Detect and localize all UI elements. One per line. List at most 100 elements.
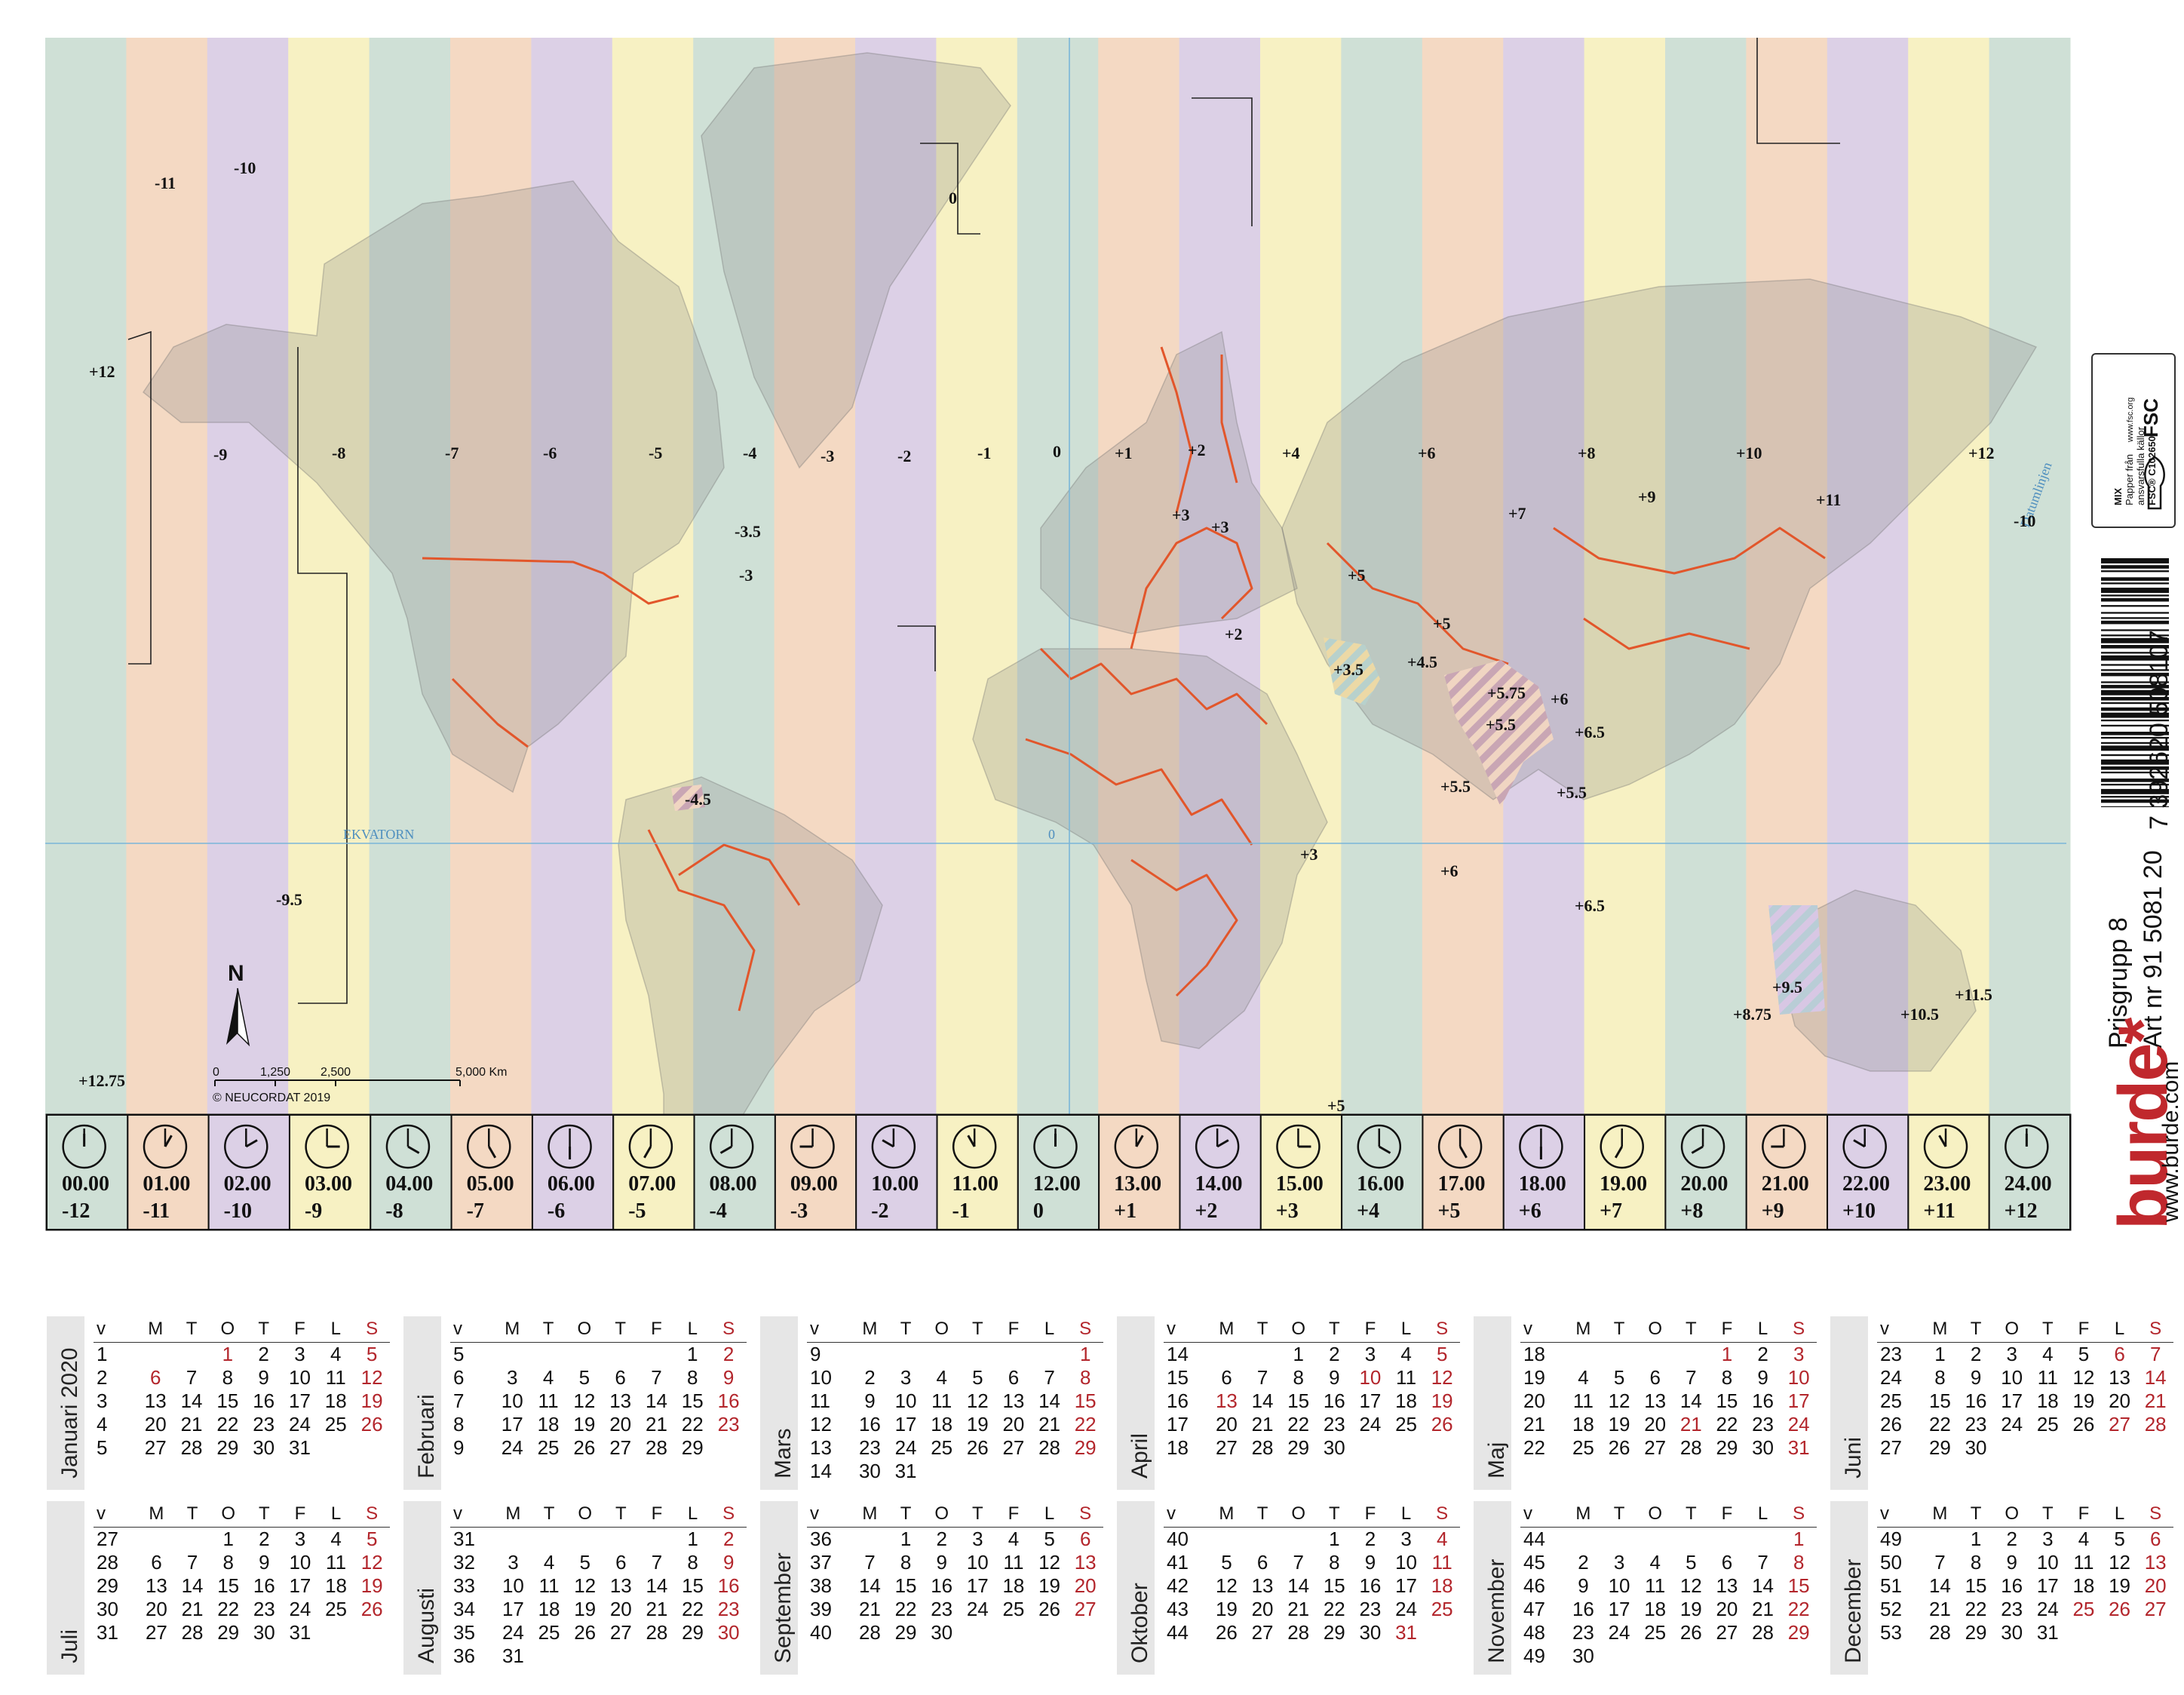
day-cell: 12 (1215, 1574, 1238, 1597)
clock-time: 09.00 (790, 1172, 838, 1196)
day-cell: 21 (1251, 1413, 1274, 1436)
day-cell: 12 (1431, 1366, 1453, 1389)
clock-cell: 08.00 -4 (693, 1114, 776, 1230)
day-cell: 11 (1003, 1551, 1024, 1574)
weekday-header: T (531, 1501, 567, 1528)
week-number: 16 (1167, 1389, 1189, 1412)
weekday-header: M (1565, 1501, 1602, 1528)
weekday-header: F (1352, 1501, 1388, 1528)
day-cell: 30 (2001, 1621, 2023, 1644)
month-tab: Februari (403, 1316, 441, 1490)
day-cell: 17 (289, 1574, 311, 1597)
weekday-header: T (1316, 1501, 1353, 1528)
month-name: Juli (57, 1629, 82, 1663)
day-cell: 7 (186, 1366, 198, 1389)
day-cell (924, 1460, 960, 1483)
week-number: 47 (1523, 1598, 1545, 1620)
zone-label-m3b: -3 (739, 566, 753, 585)
barcode-bar (2101, 612, 2169, 614)
day-cell: 19 (1679, 1598, 1702, 1620)
weekday-header: T (245, 1316, 282, 1343)
day-cell: 15 (1787, 1574, 1810, 1597)
week-number: 18 (1523, 1343, 1545, 1365)
clock-face-icon (1114, 1124, 1159, 1169)
barcode-bar (2101, 565, 2169, 569)
day-cell: 10 (1395, 1551, 1417, 1574)
week-row: 9 24 25 26 27 28 29 (450, 1436, 747, 1460)
clock-offset: -9 (305, 1199, 322, 1223)
weekday-header: T (959, 1316, 996, 1343)
day-cell: 23 (253, 1598, 275, 1620)
barcode-bar (2101, 784, 2169, 786)
zone-label-p3b: +3 (1211, 517, 1229, 536)
clock-cell: 23.00 +11 (1907, 1114, 1990, 1230)
day-cell: 6 (1721, 1551, 1733, 1574)
day-cell: 12 (360, 1551, 383, 1574)
zone-label-m5: -5 (649, 444, 662, 462)
day-cell: 25 (931, 1436, 953, 1459)
week-row: 29 13 14 15 16 17 18 19 (94, 1574, 390, 1598)
day-cell: 29 (1928, 1436, 1951, 1459)
month-grid: v M T O T F L S 31 1 2 32 3 4 5 6 7 8 9 33 10 11 12 13 14 15 16 34 1… (450, 1501, 747, 1668)
day-cell: 24 (2036, 1598, 2059, 1620)
week-number: 27 (97, 1528, 118, 1550)
day-cell: 18 (1572, 1413, 1594, 1436)
clock-cell: 05.00 -7 (450, 1114, 533, 1230)
day-cell: 11 (538, 1389, 559, 1412)
clock-time: 00.00 (62, 1172, 109, 1196)
clock-cell: 15.00 +3 (1259, 1114, 1343, 1230)
weekday-header: T (2029, 1316, 2066, 1343)
month-februari: Februari v M T O T F L S 5 1 2 6 3 4 5 6 7 8 9 7 10 11 12 13 14 15… (403, 1316, 747, 1490)
day-cell: 11 (931, 1389, 952, 1412)
barcode-bar (2101, 719, 2169, 722)
day-cell (1424, 1436, 1460, 1460)
day-cell: 17 (1787, 1389, 1810, 1412)
burde-url[interactable]: www.burde.com (2158, 1061, 2183, 1222)
day-cell: 29 (217, 1621, 240, 1644)
day-cell: 31 (289, 1621, 311, 1644)
day-cell: 27 (1215, 1436, 1238, 1459)
day-cell: 11 (1645, 1574, 1666, 1597)
clock-face-icon (143, 1124, 188, 1169)
week-row: 16 13 14 15 16 17 18 19 (1164, 1389, 1460, 1413)
month-name: Mars (771, 1428, 796, 1479)
clock-cell: 14.00 +2 (1179, 1114, 1262, 1230)
weekday-header: M (495, 1501, 532, 1528)
day-cell: 30 (253, 1621, 275, 1644)
week-row: 30 20 21 22 23 24 25 26 (94, 1598, 390, 1621)
weekday-header: L (1744, 1316, 1781, 1343)
week-number: 44 (1523, 1528, 1545, 1550)
day-cell (1673, 1343, 1709, 1367)
day-cell (173, 1343, 210, 1367)
weekday-header: O (1280, 1501, 1317, 1528)
day-cell (639, 1343, 675, 1367)
day-cell: 29 (1287, 1436, 1310, 1459)
weekday-header: T (1958, 1501, 1994, 1528)
zone-label-z0g: 0 (949, 189, 957, 207)
day-cell: 14 (858, 1574, 881, 1597)
day-cell (852, 1343, 888, 1367)
clock-face-icon (1842, 1124, 1887, 1169)
day-cell: 13 (1716, 1574, 1738, 1597)
day-cell: 31 (502, 1644, 524, 1667)
barcode-bar (2101, 617, 2169, 619)
day-cell: 18 (537, 1413, 560, 1436)
zone-label-p12w: +12 (89, 362, 115, 381)
zone-stripe (1260, 38, 1342, 1115)
day-cell: 8 (1793, 1551, 1805, 1574)
weekday-header: O (1280, 1316, 1317, 1343)
day-cell (354, 1621, 390, 1644)
day-cell (1745, 1528, 1781, 1552)
zone-stripe (936, 38, 1018, 1115)
week-row: 47 16 17 18 19 20 21 22 (1520, 1598, 1817, 1621)
clock-offset: -6 (548, 1199, 565, 1223)
week-row: 52 21 22 23 24 25 26 27 (1877, 1598, 2173, 1621)
week-row: 5 27 28 29 30 31 (94, 1436, 390, 1460)
month-grid: v M T O T F L S 9 1 10 2 3 4 5 6 7 8 11 9 10 11 12 13 14 15 12 16 17… (807, 1316, 1103, 1483)
weekday-header: S (1781, 1501, 1817, 1528)
day-cell: 5 (1686, 1551, 1697, 1574)
week-number: 4 (97, 1413, 108, 1436)
day-cell: 10 (966, 1551, 989, 1574)
day-cell: 17 (502, 1598, 524, 1620)
day-cell: 15 (1928, 1389, 1951, 1412)
